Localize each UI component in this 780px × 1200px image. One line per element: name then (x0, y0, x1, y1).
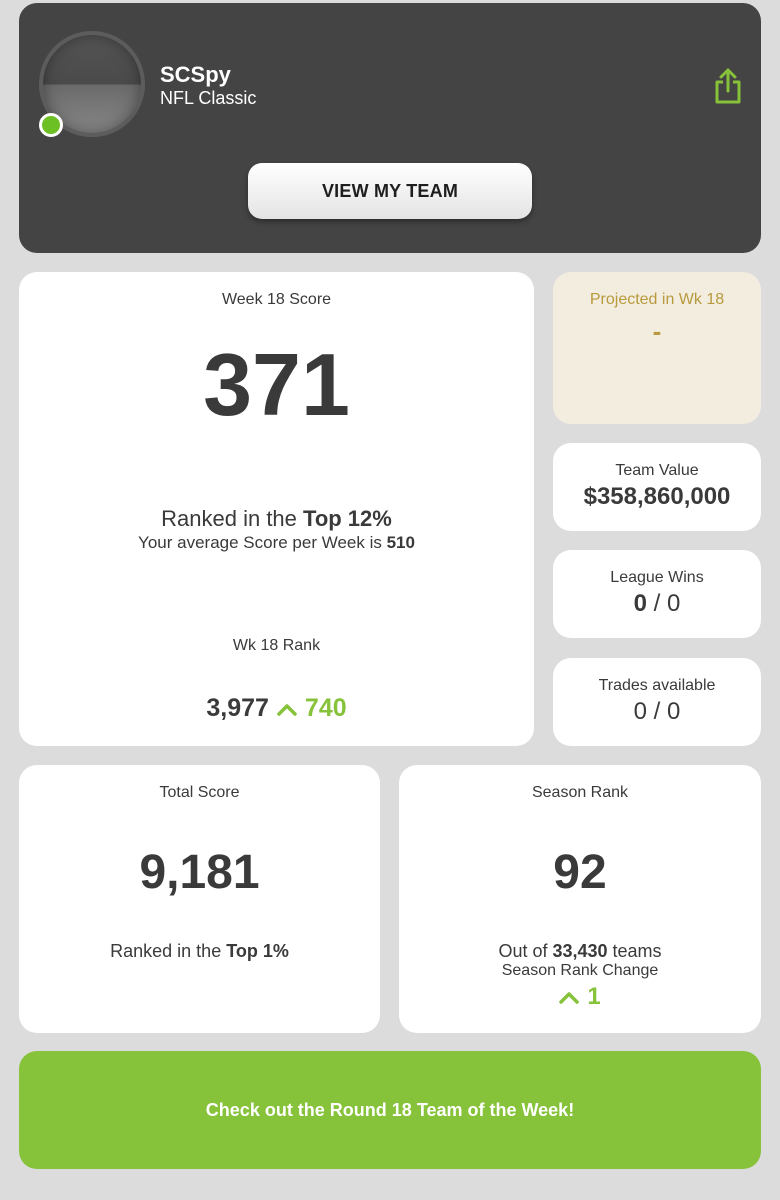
league-wins-label: League Wins (610, 569, 704, 586)
projected-label: Projected in Wk 18 (589, 291, 725, 308)
online-status-indicator (39, 113, 63, 137)
total-score-value: 9,181 (139, 846, 260, 899)
total-score-label: Total Score (159, 784, 240, 801)
average-score-prefix: Your average Score per Week is (138, 533, 387, 552)
week-rank-prefix: Ranked in the (161, 506, 304, 531)
season-rank-card[interactable]: Season Rank 92 Out of 33,430 teams Seaso… (399, 765, 761, 1033)
wk-rank-label: Wk 18 Rank (232, 637, 321, 654)
average-score-value: 510 (386, 533, 415, 552)
share-icon[interactable] (713, 67, 743, 105)
season-rank-change-row: 1 (399, 983, 761, 1011)
season-rank-value: 92 (553, 846, 607, 899)
team-value-label: Team Value (615, 462, 699, 479)
season-rank-out-of: Out of 33,430 teams (399, 941, 761, 962)
trades-card[interactable]: Trades available 0 / 0 (553, 658, 761, 746)
season-rank-change-label: Season Rank Change (501, 962, 659, 979)
league-wins-count: 0 (633, 590, 647, 617)
total-score-card[interactable]: Total Score 9,181 Ranked in the Top 1% (19, 765, 380, 1033)
wk-rank-change: 740 (304, 694, 347, 722)
week-score-card[interactable]: Week 18 Score 371 Ranked in the Top 12% … (19, 272, 534, 746)
out-of-count: 33,430 (552, 941, 608, 961)
league-wins-total: 0 (667, 590, 681, 617)
league-name: NFL Classic (160, 88, 257, 108)
trades-value: 0 / 0 (633, 698, 681, 725)
chevron-up-icon (559, 992, 580, 1004)
wk-rank-value: 3,977 (206, 694, 269, 722)
chevron-up-icon (277, 703, 297, 716)
season-rank-change-value: 1 (587, 983, 601, 1010)
projected-card[interactable]: Projected in Wk 18 - (553, 272, 761, 424)
league-wins-separator: / (646, 590, 667, 617)
out-of-prefix: Out of (498, 941, 553, 961)
week-rank-percentile: Ranked in the Top 12% (19, 506, 534, 532)
user-name: SCSpy (160, 62, 231, 87)
week-score-label: Week 18 Score (221, 291, 332, 308)
season-rank-label: Season Rank (531, 784, 629, 801)
team-value-card[interactable]: Team Value $358,860,000 (553, 443, 761, 531)
average-score-line: Your average Score per Week is 510 (19, 533, 534, 553)
week-score-value: 371 (203, 335, 350, 434)
projected-value: - (652, 316, 662, 346)
total-rank-prefix: Ranked in the (110, 941, 227, 961)
league-wins-card[interactable]: League Wins 0 / 0 (553, 550, 761, 638)
week-rank-highlight: Top 12% (303, 506, 392, 531)
team-value-amount: $358,860,000 (583, 483, 731, 510)
total-rank-highlight: Top 1% (226, 941, 289, 961)
team-of-the-week-button[interactable]: Check out the Round 18 Team of the Week! (19, 1051, 761, 1169)
total-rank-percentile: Ranked in the Top 1% (19, 941, 380, 962)
profile-header: SCSpy NFL Classic VIEW MY TEAM (19, 3, 761, 253)
trades-label: Trades available (598, 677, 716, 694)
wk-rank-row: 3,977 740 (19, 694, 534, 723)
out-of-suffix: teams (607, 941, 662, 961)
view-my-team-button[interactable]: VIEW MY TEAM (248, 163, 532, 219)
league-wins-value: 0 / 0 (553, 590, 761, 618)
